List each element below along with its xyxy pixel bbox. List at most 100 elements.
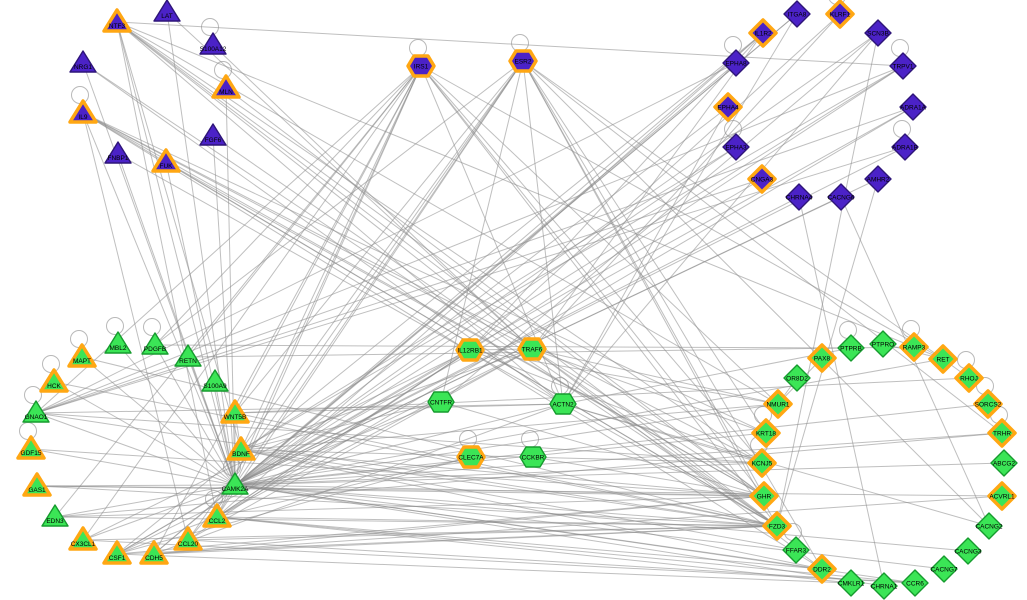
diamond-node-shape[interactable]	[891, 133, 919, 161]
triangle-node-shape[interactable]	[104, 141, 132, 164]
node-CX3CL1[interactable]: CX3CL1	[68, 526, 98, 551]
node-CCR6[interactable]: CCR6	[901, 569, 929, 597]
diamond-node-shape[interactable]	[722, 133, 750, 161]
hexagon-node-shape[interactable]	[519, 446, 547, 468]
diamond-node-shape[interactable]	[751, 418, 781, 448]
node-NRG1[interactable]: NRG1	[69, 50, 97, 73]
triangle-node-shape[interactable]	[102, 540, 132, 565]
node-GAS1[interactable]: GAS1	[22, 472, 52, 497]
node-CACNG7[interactable]: CACNG7	[930, 555, 958, 583]
triangle-node-shape[interactable]	[141, 332, 169, 355]
node-S100A9[interactable]: S100A9	[201, 369, 229, 392]
diamond-node-shape[interactable]	[975, 512, 1003, 540]
triangle-node-shape[interactable]	[199, 32, 227, 55]
diamond-node-shape[interactable]	[807, 554, 837, 584]
node-IRS1[interactable]: IRS1	[406, 54, 436, 78]
node-IL9[interactable]: IL9	[68, 99, 98, 124]
hexagon-node-shape[interactable]	[508, 49, 538, 73]
triangle-node-shape[interactable]	[220, 399, 250, 424]
node-SORCS2[interactable]: SORCS2	[973, 389, 1003, 419]
triangle-node-shape[interactable]	[221, 472, 249, 495]
node-CACNG6[interactable]: CACNG6	[827, 183, 855, 211]
triangle-node-shape[interactable]	[153, 0, 181, 22]
triangle-node-shape[interactable]	[139, 540, 169, 565]
diamond-node-shape[interactable]	[748, 18, 778, 48]
node-ADRA1B[interactable]: ADRA1B	[891, 133, 919, 161]
diamond-node-shape[interactable]	[722, 49, 750, 77]
node-CCKBR[interactable]: CCKBR	[519, 446, 547, 468]
node-HCK[interactable]: HCK	[39, 368, 69, 393]
node-MLN[interactable]: MLN	[211, 74, 241, 99]
diamond-node-shape[interactable]	[954, 363, 984, 393]
diamond-node-shape[interactable]	[899, 332, 929, 362]
hexagon-node-shape[interactable]	[549, 393, 577, 415]
diamond-node-shape[interactable]	[990, 449, 1018, 477]
node-PTPRB[interactable]: PTPRB	[837, 334, 865, 362]
node-TRHR[interactable]: TRHR	[987, 418, 1017, 448]
diamond-node-shape[interactable]	[901, 569, 929, 597]
node-NTF3[interactable]: NTF3	[102, 8, 132, 33]
diamond-node-shape[interactable]	[713, 92, 743, 122]
node-IL12RB1[interactable]: IL12RB1	[455, 338, 485, 362]
node-AMHR2[interactable]: AMHR2	[864, 165, 892, 193]
node-ITGA8[interactable]: ITGA8	[783, 0, 811, 28]
node-CMKLR1[interactable]: CMKLR1	[837, 569, 865, 597]
diamond-node-shape[interactable]	[749, 481, 779, 511]
node-CNTFR[interactable]: CNTFR	[427, 391, 455, 413]
diamond-node-shape[interactable]	[827, 183, 855, 211]
node-CHRNA4[interactable]: CHRNA4	[785, 183, 813, 211]
hexagon-node-shape[interactable]	[427, 391, 455, 413]
diamond-node-shape[interactable]	[783, 364, 811, 392]
diamond-node-shape[interactable]	[864, 19, 892, 47]
diamond-node-shape[interactable]	[889, 52, 917, 80]
triangle-node-shape[interactable]	[211, 74, 241, 99]
diamond-node-shape[interactable]	[987, 418, 1017, 448]
triangle-node-shape[interactable]	[22, 472, 52, 497]
hexagon-node-shape[interactable]	[406, 54, 436, 78]
node-ACTN2[interactable]: ACTN2	[549, 393, 577, 415]
node-RET[interactable]: RET	[928, 344, 958, 374]
node-SCN3B[interactable]: SCN3B	[864, 19, 892, 47]
node-LAT[interactable]: LAT	[153, 0, 181, 22]
node-CACNG3[interactable]: CACNG3	[954, 537, 982, 565]
diamond-node-shape[interactable]	[954, 537, 982, 565]
node-EPHA3[interactable]: EPHA3	[722, 133, 750, 161]
diamond-node-shape[interactable]	[864, 165, 892, 193]
node-KRT18[interactable]: KRT18	[751, 418, 781, 448]
diamond-node-shape[interactable]	[987, 481, 1017, 511]
node-MBL2[interactable]: MBL2	[104, 331, 132, 354]
triangle-node-shape[interactable]	[68, 99, 98, 124]
diamond-node-shape[interactable]	[782, 536, 810, 564]
triangle-node-shape[interactable]	[173, 526, 203, 551]
node-MAPT[interactable]: MAPT	[67, 343, 97, 368]
triangle-node-shape[interactable]	[151, 148, 181, 173]
diamond-node-shape[interactable]	[807, 343, 837, 373]
triangle-node-shape[interactable]	[68, 526, 98, 551]
triangle-node-shape[interactable]	[226, 436, 256, 461]
node-ESR2[interactable]: ESR2	[508, 49, 538, 73]
diamond-node-shape[interactable]	[973, 389, 1003, 419]
diamond-node-shape[interactable]	[825, 0, 855, 29]
diamond-node-shape[interactable]	[930, 555, 958, 583]
triangle-node-shape[interactable]	[199, 123, 227, 146]
triangle-node-shape[interactable]	[41, 504, 69, 527]
triangle-node-shape[interactable]	[201, 369, 229, 392]
triangle-node-shape[interactable]	[174, 344, 202, 367]
diamond-node-shape[interactable]	[763, 389, 793, 419]
diamond-node-shape[interactable]	[869, 330, 897, 358]
node-FGF6[interactable]: FGF6	[199, 123, 227, 146]
triangle-node-shape[interactable]	[16, 435, 46, 460]
node-WNT5B[interactable]: WNT5B	[220, 399, 250, 424]
node-PTPRO[interactable]: PTPRO	[869, 330, 897, 358]
diamond-node-shape[interactable]	[785, 183, 813, 211]
hexagon-node-shape[interactable]	[517, 337, 547, 361]
diamond-node-shape[interactable]	[870, 572, 898, 600]
diamond-node-shape[interactable]	[837, 569, 865, 597]
diamond-node-shape[interactable]	[899, 93, 927, 121]
node-RHOJ[interactable]: RHOJ	[954, 363, 984, 393]
hexagon-node-shape[interactable]	[455, 338, 485, 362]
node-S100A12[interactable]: S100A12	[199, 32, 227, 55]
node-CLEC7A[interactable]: CLEC7A	[456, 445, 486, 469]
node-ACVRL1[interactable]: ACVRL1	[987, 481, 1017, 511]
triangle-node-shape[interactable]	[22, 400, 50, 423]
